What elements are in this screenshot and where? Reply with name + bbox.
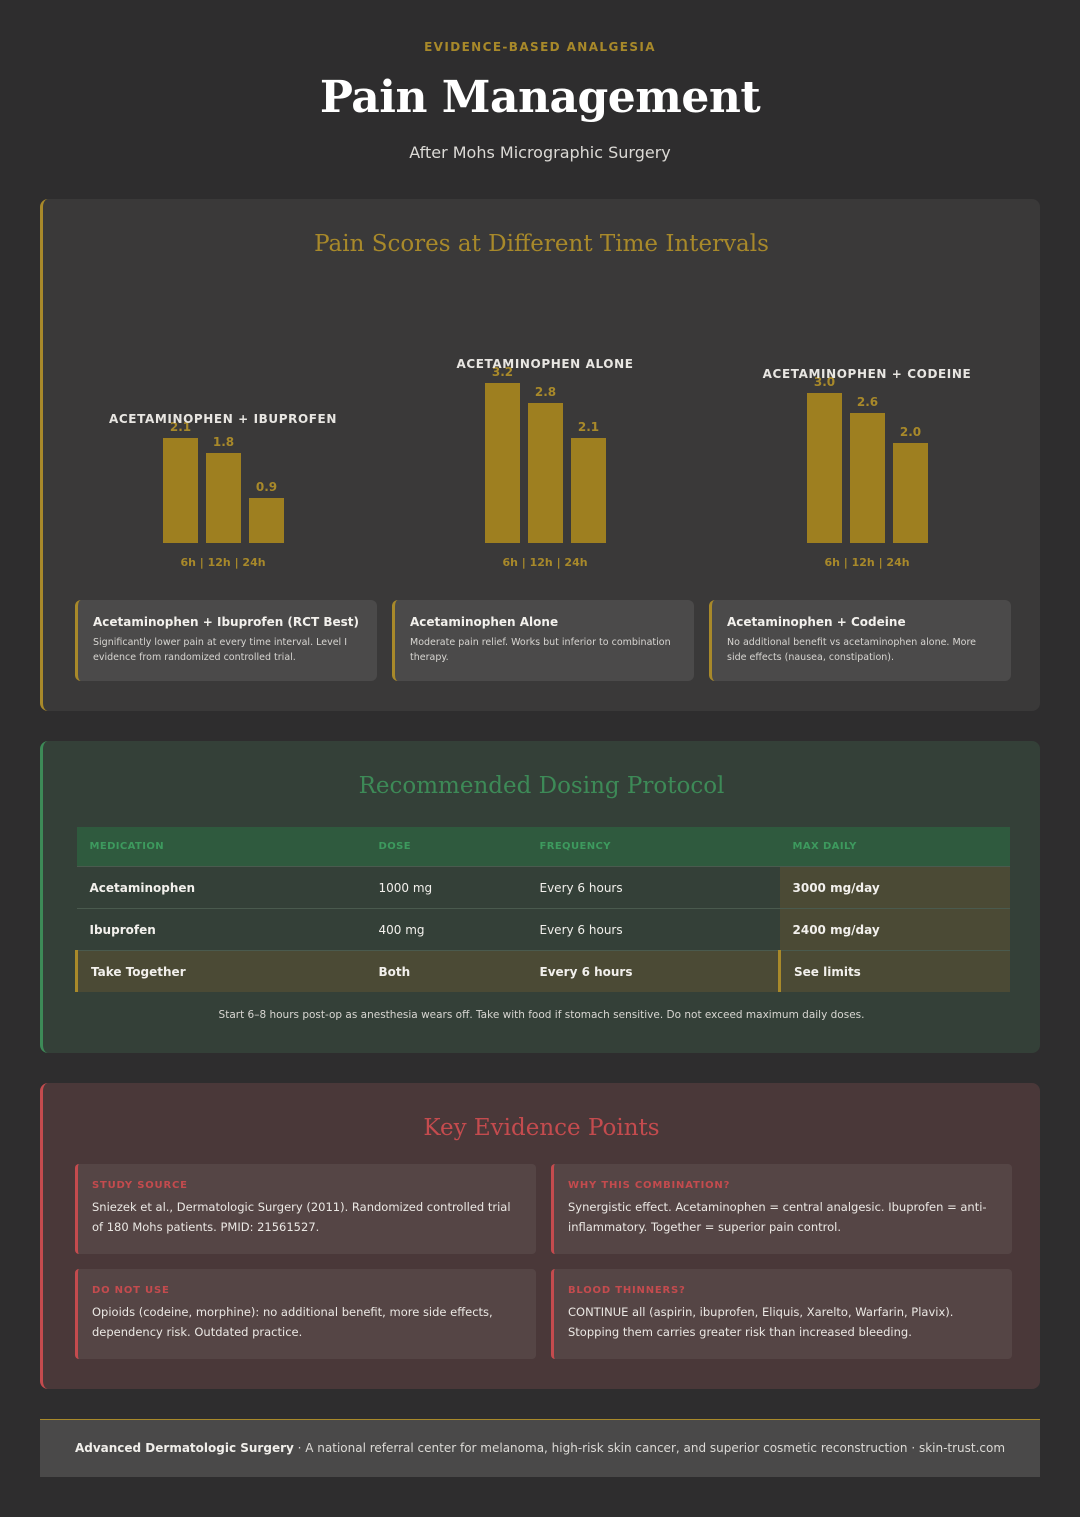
evidence-card: Key Evidence Points STUDY SOURCE Sniezek… bbox=[40, 1083, 1040, 1389]
header-frequency: FREQUENCY bbox=[526, 827, 780, 867]
footer-org: Advanced Dermatologic Surgery bbox=[74, 1441, 294, 1455]
cell-max-daily: 3000 mg/day bbox=[779, 866, 1010, 909]
chart-axis-label: 6h | 12h | 24h bbox=[502, 556, 588, 569]
evidence-item-do-not-use: DO NOT USE Opioids (codeine, morphine): … bbox=[75, 1269, 536, 1359]
cell-frequency: Every 6 hours bbox=[526, 866, 780, 909]
bar-value-label: 2.1 bbox=[169, 420, 192, 434]
chart-bar bbox=[850, 413, 885, 543]
page-header: EVIDENCE-BASED ANALGESIA Pain Management… bbox=[0, 0, 1080, 162]
table-header-row: MEDICATION DOSE FREQUENCY MAX DAILY bbox=[76, 827, 1010, 867]
dosing-note: Start 6–8 hours post-op as anesthesia we… bbox=[218, 1009, 865, 1021]
note-text: Significantly lower pain at every time i… bbox=[93, 637, 348, 663]
chart-bar bbox=[893, 443, 928, 543]
cell-medication: Acetaminophen bbox=[76, 866, 366, 909]
dosing-table: MEDICATION DOSE FREQUENCY MAX DAILY Acet… bbox=[75, 827, 1010, 992]
chart-axis-label: 6h | 12h | 24h bbox=[824, 556, 910, 569]
evidence-label: STUDY SOURCE bbox=[92, 1180, 188, 1191]
chart-bar bbox=[163, 438, 198, 543]
note-text: No additional benefit vs acetaminophen a… bbox=[727, 637, 977, 663]
page-footer: Advanced Dermatologic Surgery · A nation… bbox=[40, 1419, 1040, 1477]
chart-bar bbox=[485, 383, 520, 543]
cell-dose: 400 mg bbox=[365, 908, 527, 951]
header-dose: DOSE bbox=[365, 827, 527, 867]
pain-chart-3: 3.0 2.6 2.0 ACETAMINOPHEN + CODEINE 6h | 12h… bbox=[717, 199, 1017, 599]
cell-dose: 1000 mg bbox=[365, 866, 527, 909]
table-row-highlight: Take Together Both Every 6 hours See lim… bbox=[75, 950, 1010, 992]
evidence-label: BLOOD THINNERS? bbox=[568, 1285, 686, 1296]
cell-max-daily: 2400 mg/day bbox=[779, 908, 1010, 951]
table-row: Ibuprofen 400 mg Every 6 hours 2400 mg/d… bbox=[76, 908, 1010, 951]
chart-bar bbox=[206, 453, 241, 543]
evidence-label: DO NOT USE bbox=[92, 1285, 170, 1296]
bar-value-label: 1.8 bbox=[212, 435, 235, 449]
table-row: Acetaminophen 1000 mg Every 6 hours 3000… bbox=[76, 866, 1010, 909]
evidence-text: Synergistic effect. Acetaminophen = cent… bbox=[568, 1200, 987, 1234]
cell-frequency: Every 6 hours bbox=[526, 950, 780, 992]
cell-dose: Both bbox=[365, 950, 527, 992]
chart-bar bbox=[571, 438, 606, 543]
chart-series-label: ACETAMINOPHEN + CODEINE bbox=[762, 367, 972, 381]
evidence-label: WHY THIS COMBINATION? bbox=[568, 1180, 731, 1191]
evidence-item-study-source: STUDY SOURCE Sniezek et al., Dermatologi… bbox=[75, 1164, 536, 1254]
bar-value-label: 3.0 bbox=[813, 375, 836, 389]
note-title: Acetaminophen + Codeine bbox=[727, 615, 906, 629]
bar-value-label: 2.1 bbox=[577, 420, 600, 434]
chart-bar bbox=[249, 498, 284, 543]
note-card-codeine: Acetaminophen + Codeine No additional be… bbox=[709, 600, 1011, 681]
pain-scores-title: Pain Scores at Different Time Intervals bbox=[314, 231, 769, 257]
evidence-item-blood-thinners: BLOOD THINNERS? CONTINUE all (aspirin, i… bbox=[551, 1269, 1012, 1359]
chart-bar bbox=[807, 393, 842, 543]
note-card-alone: Acetaminophen Alone Moderate pain relief… bbox=[392, 600, 694, 681]
dosing-card: Recommended Dosing Protocol MEDICATION D… bbox=[40, 741, 1040, 1053]
cell-frequency: Every 6 hours bbox=[526, 908, 780, 951]
header-max-daily: MAX DAILY bbox=[779, 827, 1010, 867]
page-title: Pain Management bbox=[319, 72, 761, 123]
pain-scores-card: Pain Scores at Different Time Intervals … bbox=[40, 199, 1040, 711]
cell-medication: Take Together bbox=[75, 950, 366, 992]
dosing-title: Recommended Dosing Protocol bbox=[358, 773, 725, 799]
header-medication: MEDICATION bbox=[76, 827, 366, 867]
note-text: Moderate pain relief. Works but inferior… bbox=[410, 637, 671, 663]
evidence-text: Opioids (codeine, morphine): no addition… bbox=[92, 1305, 493, 1339]
bar-value-label: 2.8 bbox=[534, 385, 557, 399]
cell-medication: Ibuprofen bbox=[76, 908, 366, 951]
bar-value-label: 0.9 bbox=[255, 480, 278, 494]
note-card-combo: Acetaminophen + Ibuprofen (RCT Best) Sig… bbox=[75, 600, 377, 681]
footer-text: · A national referral center for melanom… bbox=[293, 1441, 1006, 1455]
evidence-text: Sniezek et al., Dermatologic Surgery (20… bbox=[92, 1200, 511, 1234]
cell-max-daily: See limits bbox=[778, 950, 1010, 992]
bar-value-label: 2.0 bbox=[899, 425, 922, 439]
evidence-text: CONTINUE all (aspirin, ibuprofen, Eliqui… bbox=[568, 1305, 954, 1339]
page-subtitle: After Mohs Micrographic Surgery bbox=[409, 143, 671, 162]
note-title: Acetaminophen + Ibuprofen (RCT Best) bbox=[93, 615, 359, 629]
bar-value-label: 2.6 bbox=[856, 395, 879, 409]
chart-series-label: ACETAMINOPHEN ALONE bbox=[456, 357, 634, 371]
evidence-title: Key Evidence Points bbox=[423, 1115, 660, 1141]
note-title: Acetaminophen Alone bbox=[410, 615, 559, 629]
evidence-item-why-combination: WHY THIS COMBINATION? Synergistic effect… bbox=[551, 1164, 1012, 1254]
chart-axis-label: 6h | 12h | 24h bbox=[180, 556, 266, 569]
chart-series-label: ACETAMINOPHEN + IBUPROFEN bbox=[109, 412, 337, 426]
bar-value-label: 3.2 bbox=[491, 365, 514, 379]
pain-chart-2: 3.2 2.8 2.1 ACETAMINOPHEN ALONE 6h | 12h | 2… bbox=[395, 199, 695, 599]
eyebrow-label: EVIDENCE-BASED ANALGESIA bbox=[424, 40, 656, 54]
chart-bar bbox=[528, 403, 563, 543]
pain-chart-1: 2.1 1.8 0.9 ACETAMINOPHEN + IBUPROFEN 6h | 1… bbox=[73, 199, 373, 599]
